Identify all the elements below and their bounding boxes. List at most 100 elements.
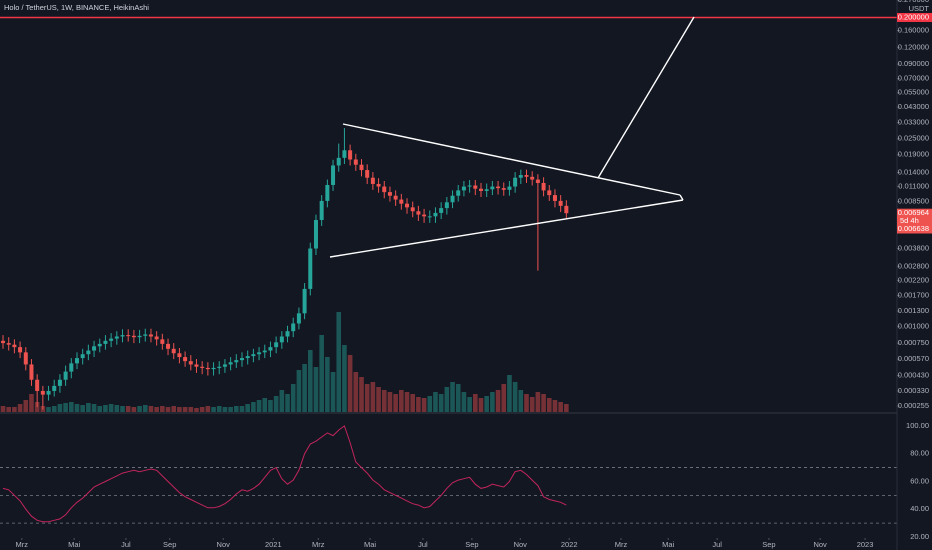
candle-body: [262, 350, 267, 353]
y-tick-label: 0.090000: [898, 59, 929, 68]
candle-body: [126, 335, 131, 337]
y-tick-label: 0.001700: [898, 290, 929, 299]
candle-body: [507, 186, 512, 190]
candle-body: [325, 184, 330, 201]
candle-body: [467, 185, 472, 187]
volume-bar: [148, 406, 154, 412]
x-tick-label: Sep: [465, 540, 478, 549]
candle-body: [92, 346, 97, 351]
volume-bar: [6, 407, 12, 412]
volume-bar: [433, 392, 438, 412]
volume-bar: [490, 392, 495, 412]
volume-bar: [347, 355, 353, 412]
candle-body: [18, 347, 23, 353]
volume-bar: [364, 384, 370, 412]
candle-body: [490, 186, 495, 190]
candle-body: [530, 176, 535, 180]
last-price-label: 0.006964: [898, 208, 929, 217]
volume-bar: [330, 372, 336, 412]
x-tick-label: Nov: [813, 540, 827, 549]
volume-bar: [68, 402, 74, 412]
volume-bar: [552, 400, 558, 412]
candle-body: [205, 367, 210, 370]
y-tick-label: 0.025000: [898, 134, 929, 143]
y-tick-label: 0.001300: [898, 306, 929, 315]
volume-bar: [507, 375, 512, 412]
drawings: [329, 16, 695, 258]
volume-bar: [512, 382, 518, 412]
candle-body: [359, 164, 364, 171]
volume-bar: [23, 400, 29, 412]
y-tick-label: 0.014000: [898, 167, 929, 176]
trendline: [342, 123, 681, 196]
x-tick-label: Sep: [762, 540, 775, 549]
x-tick-label: Jul: [418, 540, 428, 549]
candle-body: [547, 190, 552, 196]
volume-bar: [410, 394, 416, 412]
volume-bar: [501, 384, 507, 412]
y-tick-label: 0.000750: [898, 338, 929, 347]
x-tick-label: Jul: [121, 540, 131, 549]
volume-bar: [564, 404, 569, 412]
candle-body: [1, 340, 6, 344]
volume-bar: [251, 402, 256, 412]
candle-body: [461, 186, 466, 191]
candle-body: [382, 186, 387, 193]
volume-bar: [131, 407, 137, 412]
x-tick-label: 2023: [857, 540, 874, 549]
volume-bar: [114, 405, 120, 412]
y-tick-label: 0.160000: [898, 25, 929, 34]
candle-body: [183, 357, 188, 362]
rsi-line: [2, 425, 567, 523]
y-tick-label: 0.043000: [898, 102, 929, 111]
volume-bar: [461, 392, 467, 412]
candle-body: [524, 175, 529, 177]
rsi-tick-label: 20.00: [910, 532, 929, 541]
volume-bar: [370, 382, 376, 412]
candle-body: [353, 159, 358, 165]
y-tick-label: 0.000255: [898, 401, 929, 410]
candle-body: [558, 200, 563, 206]
volume-bar: [387, 392, 393, 412]
volume-bar: [0, 406, 6, 412]
candle-body: [484, 189, 489, 191]
x-tick-label: Mai: [364, 540, 376, 549]
volume-bar: [518, 390, 524, 412]
volume-bar: [285, 394, 290, 412]
candle-body: [217, 366, 222, 368]
volume-bar: [427, 396, 433, 412]
candle-body: [171, 348, 176, 354]
volume-bar: [80, 405, 85, 412]
x-tick-label: 2021: [265, 540, 282, 549]
candle-body: [444, 202, 449, 209]
volume-bar: [421, 398, 427, 412]
volume-bar: [63, 403, 68, 412]
chart-title: Holo / TetherUS, 1W, BINANCE, HeikinAshi: [4, 3, 149, 12]
candle-body: [222, 364, 227, 367]
volume-bar: [359, 377, 364, 412]
volume-bar: [125, 406, 131, 412]
volume-bar: [177, 407, 182, 412]
volume-bar: [484, 396, 489, 412]
volume-bar: [495, 390, 501, 412]
candle-body: [200, 366, 205, 368]
candle-body: [348, 150, 353, 160]
volume-bar: [17, 404, 23, 412]
candle-body: [46, 390, 51, 395]
candle-body: [12, 344, 17, 348]
candle-body: [422, 214, 427, 217]
volume-bar: [342, 345, 347, 412]
candle-body: [109, 338, 114, 341]
y-tick-label: 0.120000: [898, 42, 929, 51]
candle-body: [433, 212, 438, 217]
hline-label: 0.200000: [898, 12, 929, 21]
candle-body: [370, 177, 375, 184]
candle-body: [274, 342, 279, 348]
volume-bar: [51, 406, 57, 412]
volume-bar: [353, 372, 359, 412]
candle-body: [478, 188, 483, 191]
volume-bar: [444, 387, 450, 412]
x-tick-label: Nov: [217, 540, 231, 549]
candle-body: [251, 354, 256, 357]
candle-body: [211, 367, 216, 370]
